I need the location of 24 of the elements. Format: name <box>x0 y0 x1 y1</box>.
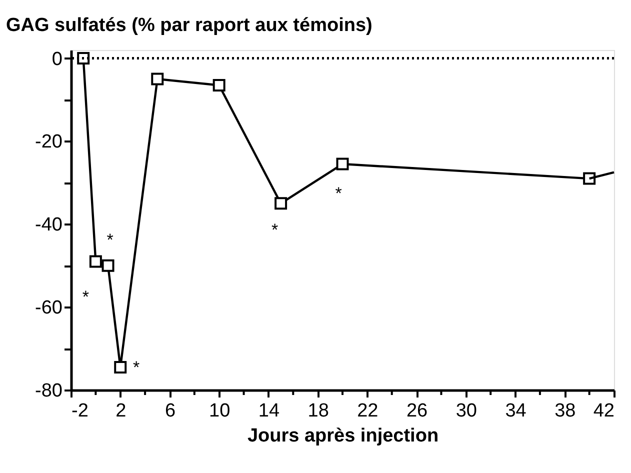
y-tick-label: -60 <box>35 298 62 319</box>
x-tick-label: 22 <box>357 400 378 422</box>
x-tick-label: 6 <box>164 400 176 422</box>
x-tick-label: 10 <box>209 400 230 422</box>
annotation: * <box>335 184 342 204</box>
y-tick-label: 0 <box>52 48 62 70</box>
x-tick-label: 42 <box>593 400 614 422</box>
x-tick-label: 34 <box>505 400 527 422</box>
x-tick-label: 18 <box>308 400 329 422</box>
x-tick-label: 38 <box>554 400 576 422</box>
x-tick-label: 30 <box>456 400 477 422</box>
annotation: * <box>106 230 114 250</box>
x-tick-label: 14 <box>258 400 280 422</box>
x-tick-label: 26 <box>406 400 428 422</box>
x-tick-label: -2 <box>72 400 88 422</box>
y-tick-label: -40 <box>35 214 62 236</box>
x-tick-label: 2 <box>116 400 126 422</box>
annotation: * <box>82 287 90 306</box>
annotation: * <box>271 220 278 240</box>
chart-title: GAG sulfatés (% par raport aux témoins) <box>6 15 372 36</box>
x-axis-title: Jours après injection <box>247 426 439 446</box>
annotation: * <box>133 358 140 378</box>
y-tick-label: -20 <box>35 132 62 153</box>
y-tick-label: -80 <box>35 380 62 402</box>
